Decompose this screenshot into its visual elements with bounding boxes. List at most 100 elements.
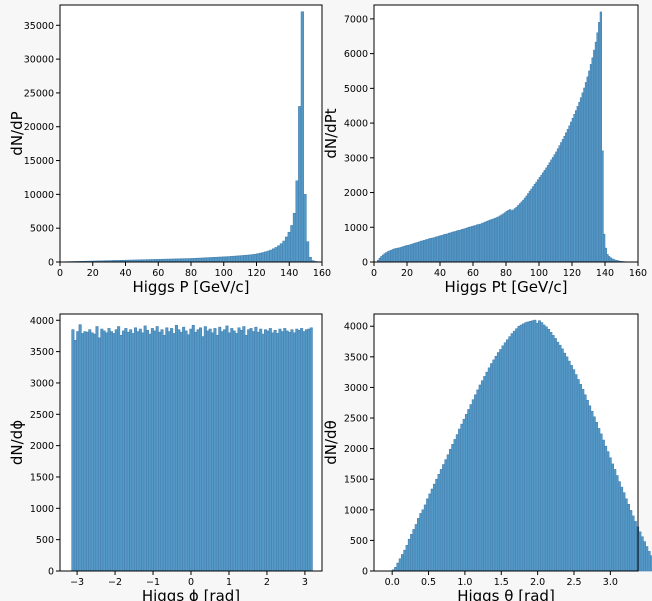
histogram-bar <box>506 339 509 572</box>
panel-phi: −3 −2 −1 0 1 2 3 0 500 1000 1500 2000 2500 3000 3500 40… <box>8 313 323 601</box>
histogram-bar <box>126 331 130 572</box>
histogram-bar <box>295 328 299 572</box>
histogram-bar <box>88 329 92 572</box>
x-tick-label: 1.0 <box>457 577 472 588</box>
histogram-bar <box>199 327 203 572</box>
histogram-bar <box>496 352 500 572</box>
histogram-bar <box>282 240 286 263</box>
histogram-bar <box>435 478 439 572</box>
x-tick-label: 100 <box>530 268 548 279</box>
histogram-bar <box>224 256 228 263</box>
histogram-bar <box>162 335 166 572</box>
histogram-bar <box>172 333 176 572</box>
x-tick-label: 40 <box>434 268 446 279</box>
histogram-bar <box>469 404 473 572</box>
histogram-bar <box>419 513 423 572</box>
histogram-bar <box>150 328 154 572</box>
histogram-bar <box>85 331 89 572</box>
histogram-bar <box>439 469 443 572</box>
x-tick-label: 20 <box>87 268 99 279</box>
histogram-bar <box>643 541 646 572</box>
histogram-bar <box>206 257 210 263</box>
plot-frame <box>373 313 639 572</box>
histogram-bar <box>394 567 398 572</box>
histogram-bar <box>487 367 491 572</box>
y-tick-label: 0 <box>362 258 368 269</box>
x-tick-label: 0 <box>188 577 194 588</box>
x-tick-label: 120 <box>247 268 265 279</box>
histogram-bar <box>462 418 466 572</box>
histogram-bar <box>249 328 253 572</box>
histogram-bar <box>244 335 248 572</box>
y-tick-label: 7000 <box>344 14 368 25</box>
histogram-bar <box>624 498 628 572</box>
histogram-bar <box>102 330 106 572</box>
histogram-bar <box>245 254 249 263</box>
histogram-bar <box>588 405 592 572</box>
histogram-bar <box>307 328 311 572</box>
x-tick-label: 140 <box>280 268 298 279</box>
histogram-bar <box>95 326 99 572</box>
histogram-bar <box>219 256 223 263</box>
histogram-bar <box>247 329 251 572</box>
histogram-bar <box>405 544 409 572</box>
histogram-bar <box>279 243 283 263</box>
histogram-bar <box>302 331 306 572</box>
histogram-bar <box>278 328 282 572</box>
histogram-bar <box>232 255 236 263</box>
histogram-bar <box>444 459 448 572</box>
histogram-bar <box>563 352 567 572</box>
histogram-bar <box>188 258 192 263</box>
histogram-bar <box>471 399 475 572</box>
histogram-bar <box>458 428 461 572</box>
histogram-bars <box>391 319 652 572</box>
histogram-bar <box>519 324 523 572</box>
y-tick-label: 0 <box>362 567 368 578</box>
x-tick-label: 80 <box>500 268 512 279</box>
histogram-bar <box>554 338 557 572</box>
y-axis-label: dN/dPt <box>322 108 340 158</box>
histogram-bar <box>297 329 301 572</box>
histogram-bar <box>308 256 312 263</box>
histogram-bar <box>645 546 649 572</box>
histogram-bar <box>560 348 564 572</box>
histogram-bar <box>396 562 400 572</box>
x-tick-label: 160 <box>313 268 331 279</box>
histogram-bar <box>428 493 432 572</box>
histogram-bar <box>542 324 546 572</box>
histogram-bar <box>611 463 614 572</box>
x-tick-label: −3 <box>70 577 84 588</box>
histogram-bar <box>528 321 532 572</box>
histogram-bar <box>179 331 183 572</box>
histogram-bar <box>211 257 215 263</box>
x-axis-label: Higgs P [GeV/c] <box>132 278 249 296</box>
histogram-bar <box>258 252 263 263</box>
histogram-bar <box>567 360 571 572</box>
histogram-bar <box>76 331 80 572</box>
histogram-bar <box>592 416 596 572</box>
histogram-bar <box>615 475 619 572</box>
histogram-bar <box>274 247 278 263</box>
histogram-bar <box>467 409 471 572</box>
histogram-bar <box>153 330 157 572</box>
histogram-bar <box>583 394 587 572</box>
panel-p: 0 20 40 60 80 100 120 140 160 0 5000 10000 15000 2000… <box>8 4 331 296</box>
histogram-bar <box>235 255 239 263</box>
histogram-bar <box>223 329 227 572</box>
histogram-bar <box>300 328 304 572</box>
y-tick-label: 6000 <box>344 49 368 60</box>
histogram-bar <box>242 326 246 572</box>
histogram-bar <box>146 329 150 572</box>
histogram-bar <box>203 326 207 572</box>
histogram-bar <box>129 329 133 572</box>
histogram-bar <box>599 433 603 572</box>
histogram-bar <box>547 328 551 572</box>
histogram-bar <box>251 331 255 572</box>
histogram-bar <box>114 329 118 572</box>
histogram-bar <box>185 258 189 263</box>
histogram-bar <box>551 335 555 572</box>
histogram-bar <box>155 326 159 572</box>
histogram-bar <box>442 464 446 572</box>
histogram-bar <box>622 492 626 572</box>
x-tick-label: 3 <box>302 577 308 588</box>
